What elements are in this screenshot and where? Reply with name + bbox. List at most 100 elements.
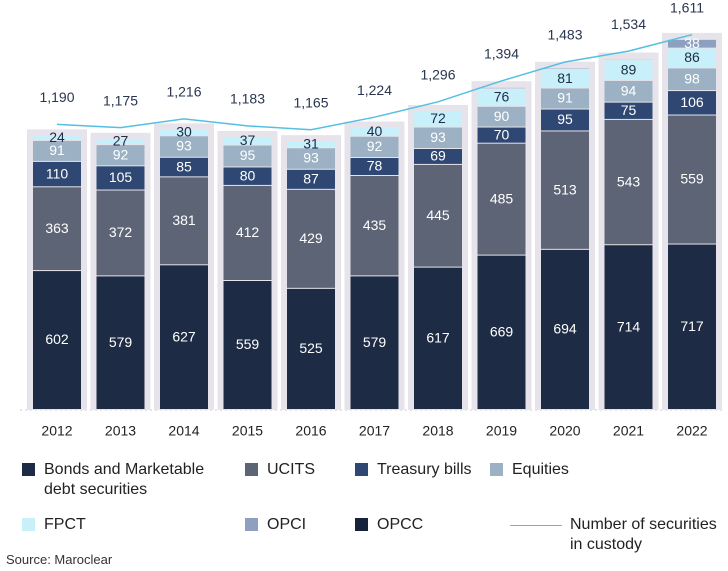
value-label: 70 xyxy=(494,126,510,142)
x-tick-label: 2019 xyxy=(486,423,517,439)
bar-segment xyxy=(223,281,272,409)
value-label: 72 xyxy=(430,110,446,126)
legend-swatch xyxy=(245,518,258,531)
bar-segment xyxy=(96,138,145,145)
bar-segment xyxy=(350,176,399,276)
line-label: 1,216 xyxy=(166,84,201,100)
value-label: 429 xyxy=(299,230,323,246)
line-label: 1,394 xyxy=(484,46,519,62)
bar-segment xyxy=(414,164,462,267)
bar-segment xyxy=(350,127,399,136)
bar-segment xyxy=(477,143,526,255)
legend-swatch xyxy=(22,518,35,531)
value-label: 714 xyxy=(617,318,641,334)
line xyxy=(56,33,693,131)
line-label: 1,534 xyxy=(611,16,646,32)
bar-segment xyxy=(414,127,462,148)
legend-item: OPCC xyxy=(355,515,485,535)
value-label: 78 xyxy=(367,158,383,174)
bar-segment xyxy=(668,48,716,68)
line-label: 1,190 xyxy=(39,89,74,105)
bar-segment xyxy=(668,244,716,409)
bar-segment xyxy=(96,145,145,166)
legend-item: Equities xyxy=(490,460,610,480)
bar-segment xyxy=(160,136,208,157)
value-label: 435 xyxy=(363,217,387,233)
bar-segment xyxy=(287,141,335,148)
value-label: 93 xyxy=(430,129,446,145)
bar-segment xyxy=(287,288,335,409)
x-tick-label: 2014 xyxy=(168,423,199,439)
value-label: 38 xyxy=(684,35,700,51)
x-tick-label: 2015 xyxy=(232,423,263,439)
value-label: 579 xyxy=(363,334,387,350)
bar-segment xyxy=(604,80,653,102)
bar-segment xyxy=(668,115,716,244)
bar-segment xyxy=(33,135,81,140)
bar-segment xyxy=(350,136,399,157)
value-label: 93 xyxy=(176,138,192,154)
value-label: 669 xyxy=(490,324,514,340)
bar-segment xyxy=(223,167,272,185)
value-label: 95 xyxy=(557,111,573,127)
bar-segment xyxy=(96,166,145,190)
value-label: 617 xyxy=(426,330,450,346)
bar-segment xyxy=(604,119,653,245)
value-label: 75 xyxy=(621,102,637,118)
value-label: 627 xyxy=(172,328,196,344)
legend-item: FPCT xyxy=(22,515,232,535)
bar-segment xyxy=(160,157,208,177)
source: Source: Maroclear xyxy=(6,552,113,567)
value-label: 602 xyxy=(45,331,69,347)
value-label: 543 xyxy=(617,173,641,189)
bar-segment xyxy=(668,91,716,115)
value-label: 90 xyxy=(494,108,510,124)
x-tick-label: 2021 xyxy=(613,423,644,439)
legend-label: UCITS xyxy=(267,461,315,478)
bar-segment xyxy=(287,148,335,169)
legend-label: Equities xyxy=(512,461,569,478)
value-label: 525 xyxy=(299,340,323,356)
bar-segment xyxy=(223,137,272,145)
value-label: 80 xyxy=(240,167,256,183)
line-label: 1,483 xyxy=(547,27,582,43)
bar-segment xyxy=(541,88,589,109)
legend-label: OPCI xyxy=(267,516,307,533)
x-tick-label: 2022 xyxy=(676,423,707,439)
value-label: 81 xyxy=(557,70,573,86)
legend-swatch xyxy=(490,463,503,476)
legend-label: Treasury bills xyxy=(377,461,472,478)
bar-segment xyxy=(96,190,145,276)
bar-segment xyxy=(160,129,208,136)
legend-item: Treasury bills xyxy=(355,460,485,480)
bar-segment xyxy=(160,177,208,265)
bar-segment xyxy=(350,276,399,409)
value-label: 694 xyxy=(553,321,577,337)
value-label: 445 xyxy=(426,207,450,223)
bar-segment xyxy=(541,69,589,88)
value-label: 110 xyxy=(46,165,69,181)
bar-segment xyxy=(33,187,81,271)
value-label: 412 xyxy=(236,224,260,240)
bar-segment xyxy=(160,265,208,409)
legend-swatch xyxy=(245,463,258,476)
value-label: 372 xyxy=(109,224,133,240)
bar-segment xyxy=(668,39,716,48)
value-label: 91 xyxy=(557,90,573,106)
value-label: 105 xyxy=(109,169,133,185)
bar-segment xyxy=(414,149,462,164)
bar-segment xyxy=(96,276,145,409)
legend-swatch xyxy=(22,463,35,476)
bar-segment xyxy=(477,127,526,143)
value-label: 363 xyxy=(45,220,69,236)
bar-segment xyxy=(414,110,462,127)
bar-segment xyxy=(604,102,653,119)
value-label: 92 xyxy=(113,146,129,162)
bar-segment xyxy=(33,271,81,409)
value-label: 24 xyxy=(49,129,65,145)
line-label: 1,165 xyxy=(293,94,328,110)
value-label: 37 xyxy=(240,132,256,148)
x-tick-label: 2020 xyxy=(549,423,580,439)
legend-item: Number of securities in custody xyxy=(510,515,725,555)
